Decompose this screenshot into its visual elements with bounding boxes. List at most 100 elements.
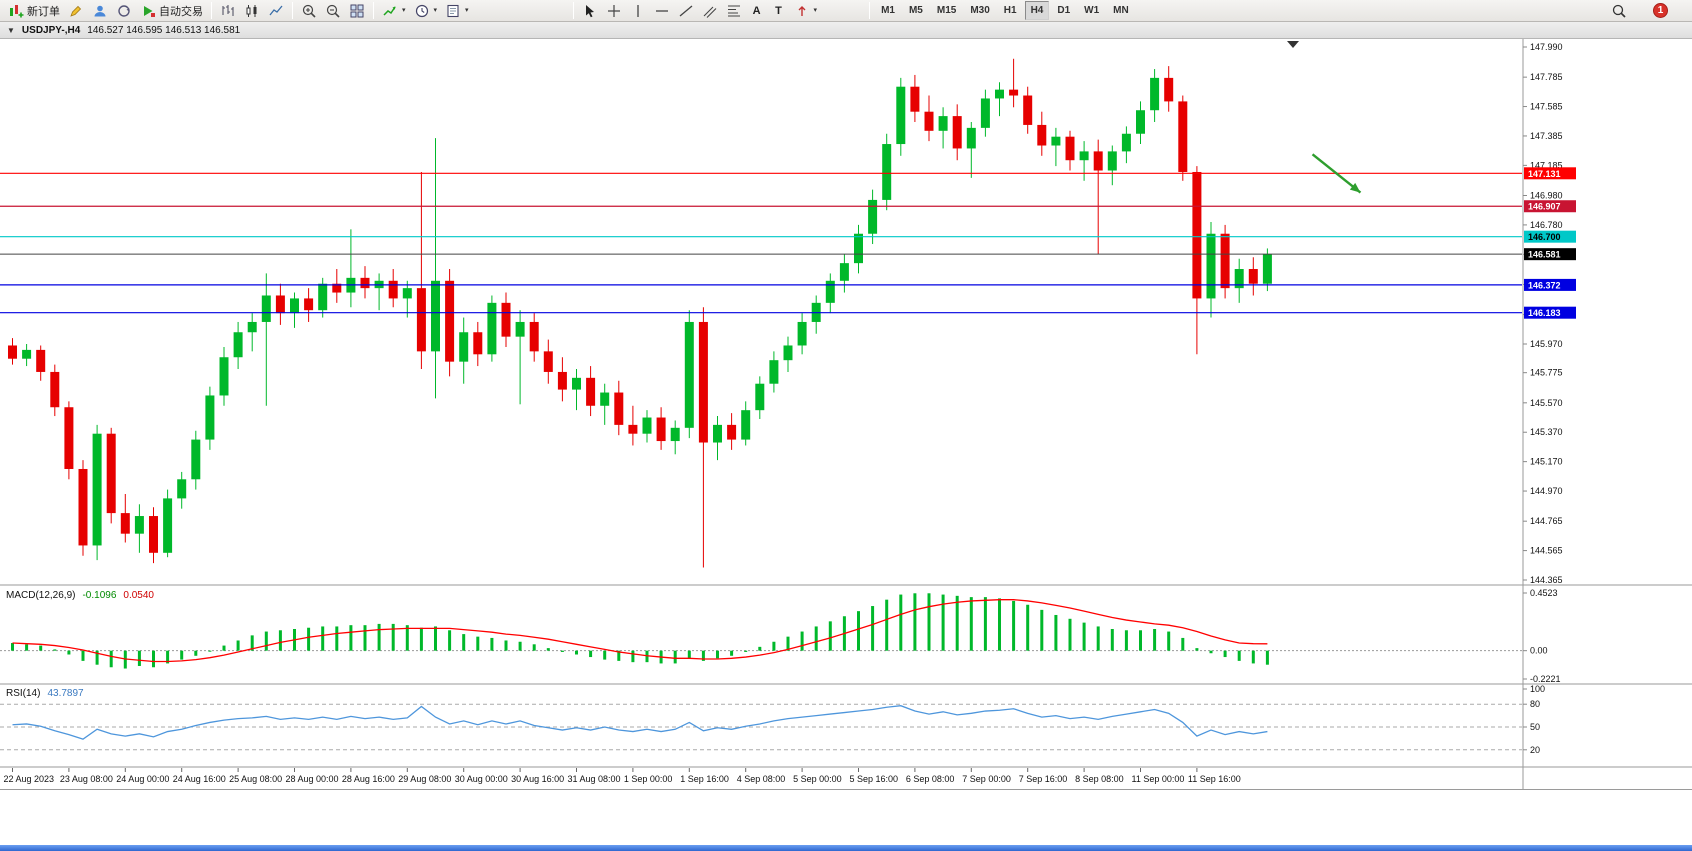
candle — [741, 410, 751, 440]
svg-text:1 Sep 16:00: 1 Sep 16:00 — [680, 774, 729, 784]
candle — [163, 498, 173, 553]
candle — [1220, 233, 1230, 289]
green-arrow-annotation[interactable] — [1311, 153, 1362, 194]
trendline-tool-button[interactable] — [674, 1, 698, 20]
chart-shift-marker[interactable] — [1287, 41, 1299, 48]
indicators-icon — [383, 6, 396, 16]
svg-text:6 Sep 08:00: 6 Sep 08:00 — [906, 774, 955, 784]
svg-text:146.372: 146.372 — [1528, 280, 1561, 290]
timeframe-button-m15[interactable]: M15 — [931, 1, 962, 20]
candle — [586, 377, 596, 406]
dropdown-caret-icon: ▾ — [433, 7, 438, 14]
svg-text:24 Aug 00:00: 24 Aug 00:00 — [116, 774, 169, 784]
hlines-layer[interactable] — [0, 172, 1522, 314]
community-button[interactable] — [88, 1, 112, 20]
candle — [431, 280, 440, 352]
candles-layer — [8, 58, 1272, 568]
toolbar-separator — [211, 2, 212, 19]
toolbar-right-group: 1 — [1611, 3, 1688, 19]
svg-text:5 Sep 00:00: 5 Sep 00:00 — [793, 774, 842, 784]
candle — [698, 321, 708, 443]
candle — [1234, 269, 1244, 289]
rsi-panel — [0, 703, 1522, 751]
arrows-tool-button[interactable]: ▾ — [790, 1, 822, 20]
vertical-line-tool-button[interactable] — [626, 1, 650, 20]
bar-chart-icon — [222, 4, 234, 16]
candle — [275, 295, 285, 314]
cursor-tool-button[interactable] — [578, 1, 602, 20]
price-axis[interactable]: 147.990 147.785 147.585 147.385 147.185 146.9… — [1523, 42, 1563, 755]
svg-text:146.581: 146.581 — [1528, 250, 1561, 260]
channel-icon — [703, 6, 716, 18]
candle — [36, 349, 46, 372]
candle — [924, 111, 934, 131]
timeframe-button-h1[interactable]: H1 — [998, 1, 1023, 20]
candle — [896, 86, 906, 145]
indicators-button[interactable]: ▾ — [378, 1, 410, 20]
candle — [1023, 95, 1033, 125]
candle — [149, 516, 158, 553]
candlestick-chart-button[interactable] — [240, 1, 264, 20]
candle — [1178, 101, 1188, 172]
periods-button[interactable]: ▾ — [410, 1, 442, 20]
zoom-out-button[interactable] — [321, 1, 345, 20]
window-menu-icon[interactable]: ▼ — [7, 25, 15, 35]
candle — [120, 513, 130, 534]
timeframe-button-m1[interactable]: M1 — [875, 1, 901, 20]
rsi-name: RSI(14) — [6, 688, 41, 699]
svg-text:25 Aug 08:00: 25 Aug 08:00 — [229, 774, 282, 784]
line-chart-button[interactable] — [264, 1, 288, 20]
label-tool-button[interactable]: T — [768, 1, 790, 20]
tile-windows-button[interactable] — [345, 1, 369, 20]
candle — [1093, 151, 1103, 171]
metaeditor-button[interactable] — [64, 1, 88, 20]
chart-canvas[interactable]: 147.990 147.785 147.585 147.385 147.185 146.9… — [0, 39, 1692, 790]
timeframe-button-m30[interactable]: M30 — [964, 1, 995, 20]
candle — [1107, 151, 1117, 171]
search-icon[interactable] — [1611, 3, 1627, 19]
templates-button[interactable]: ▾ — [441, 1, 473, 20]
candle — [388, 280, 398, 299]
candle — [557, 371, 567, 390]
horizontal-line-tool-button[interactable] — [650, 1, 674, 20]
timeframe-button-h4[interactable]: H4 — [1024, 1, 1050, 20]
taskbar-strip[interactable] — [0, 845, 1692, 851]
text-tool-button[interactable]: A — [746, 1, 768, 20]
candle — [515, 321, 525, 337]
chart-area[interactable]: 147.990 147.785 147.585 147.385 147.185 146.9… — [0, 39, 1692, 790]
refresh-button[interactable] — [112, 1, 136, 20]
fibonacci-tool-button[interactable] — [722, 1, 746, 20]
zoom-in-button[interactable] — [297, 1, 321, 20]
timeframe-button-m5[interactable]: M5 — [903, 1, 929, 20]
macd-panel — [0, 593, 1522, 669]
crosshair-icon — [607, 4, 620, 17]
rsi-line — [12, 705, 1268, 740]
candle — [177, 479, 187, 499]
timeframe-group: M1 M5 M15 M30 H1 H4 D1 W1 MN — [874, 1, 1136, 20]
auto-trading-button[interactable]: 自动交易 — [136, 1, 207, 20]
candle — [572, 377, 581, 390]
new-order-button[interactable]: 新订单 — [4, 1, 64, 20]
svg-text:23 Aug 08:00: 23 Aug 08:00 — [60, 774, 113, 784]
svg-text:146.780: 146.780 — [1530, 220, 1563, 230]
time-axis[interactable]: 22 Aug 2023 23 Aug 08:00 24 Aug 00:00 24 Au… — [4, 768, 1241, 784]
candle — [1065, 136, 1075, 161]
timeframe-button-mn[interactable]: MN — [1107, 1, 1135, 20]
bar-chart-button[interactable] — [216, 1, 240, 20]
svg-text:145.370: 145.370 — [1530, 427, 1563, 437]
candle — [205, 395, 215, 440]
candle — [416, 288, 426, 352]
svg-text:147.785: 147.785 — [1530, 72, 1563, 82]
candle — [360, 277, 370, 289]
crosshair-tool-button[interactable] — [602, 1, 626, 20]
notification-badge[interactable]: 1 — [1653, 3, 1668, 18]
svg-text:31 Aug 08:00: 31 Aug 08:00 — [568, 774, 621, 784]
candle — [247, 321, 257, 333]
timeframe-button-w1[interactable]: W1 — [1078, 1, 1105, 20]
channel-tool-button[interactable] — [698, 1, 722, 20]
svg-text:1 Sep 00:00: 1 Sep 00:00 — [624, 774, 673, 784]
tile-windows-icon — [350, 4, 364, 17]
candle — [797, 321, 807, 346]
candle — [64, 407, 74, 469]
timeframe-button-d1[interactable]: D1 — [1051, 1, 1076, 20]
